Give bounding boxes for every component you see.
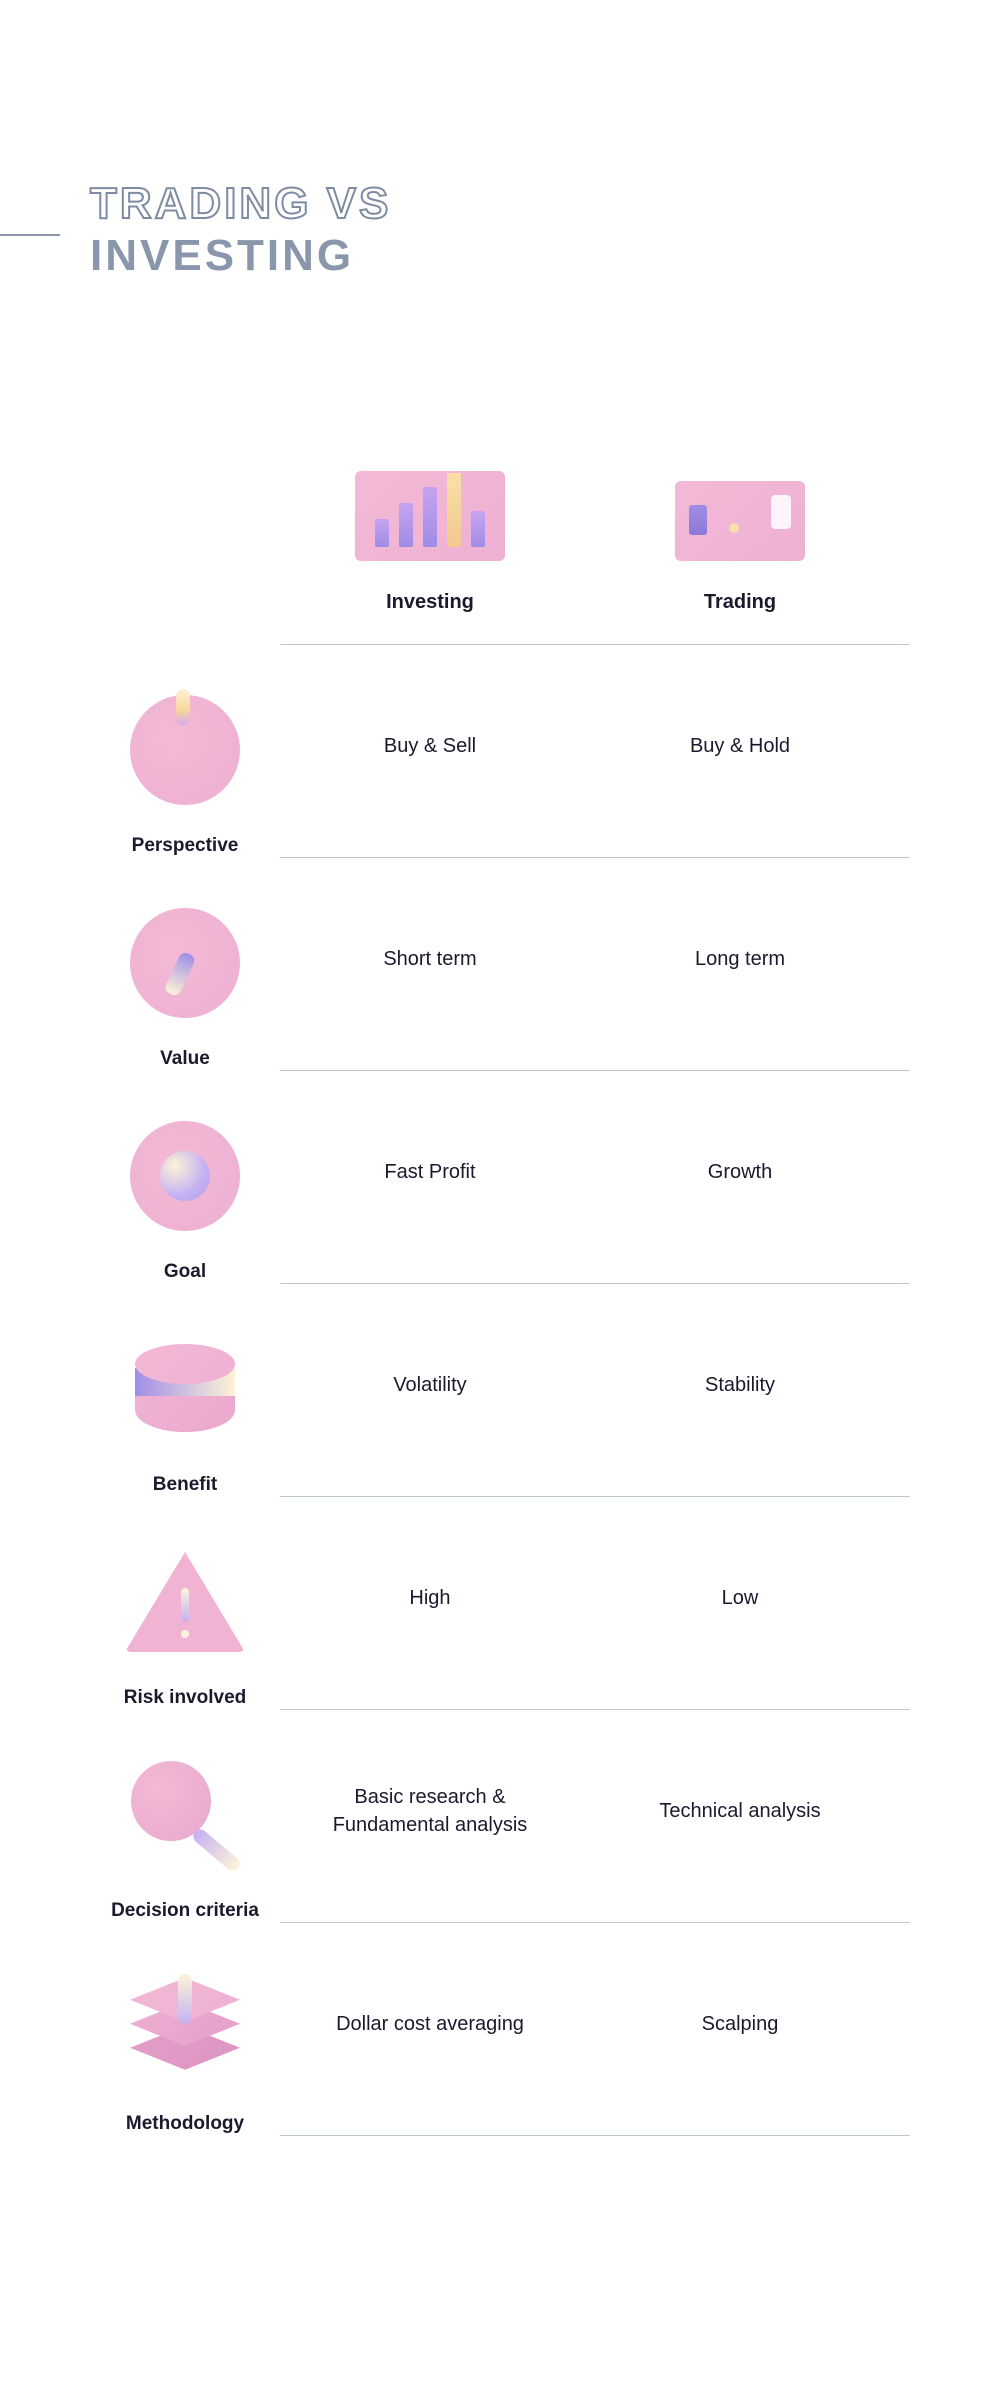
divider [280,1496,910,1497]
methodology-icon [130,1978,240,2078]
row-label-cell: Perspective [90,645,280,857]
row-label: Methodology [90,2113,280,2135]
row-label: Goal [90,1261,280,1283]
comparison-rows: PerspectiveBuy & SellBuy & HoldValueShor… [90,645,910,2136]
decision-criteria-icon [125,1755,245,1875]
comparison-row: PerspectiveBuy & SellBuy & Hold [90,645,910,857]
cell-trading: Buy & Hold [580,645,900,857]
cell-investing: Buy & Sell [280,645,580,857]
cell-trading: Low [580,1497,900,1709]
cell-investing: Fast Profit [280,1071,580,1283]
row-label: Decision criteria [90,1900,280,1922]
trading-card-icon [580,421,900,561]
row-label-cell: Risk involved [90,1497,280,1709]
cell-investing: Short term [280,858,580,1070]
divider [280,1709,910,1710]
divider [280,1070,910,1071]
divider [280,1283,910,1284]
benefit-icon [135,1344,235,1434]
row-label-cell: Value [90,858,280,1070]
cell-trading: Stability [580,1284,900,1496]
investing-chart-icon [280,421,580,561]
row-label: Value [90,1048,280,1070]
title-block: TRADING VS INVESTING [90,180,910,281]
cell-trading: Technical analysis [580,1710,900,1922]
goal-icon [130,1121,240,1231]
row-label: Risk involved [90,1687,280,1709]
infographic-container: TRADING VS INVESTING Investing Trading P… [0,0,1000,2236]
cell-trading: Scalping [580,1923,900,2135]
cell-trading: Long term [580,858,900,1070]
cell-investing: Basic research & Fundamental analysis [280,1710,580,1922]
cell-investing: Volatility [280,1284,580,1496]
comparison-row: Decision criteriaBasic research & Fundam… [90,1710,910,1922]
divider [280,857,910,858]
comparison-row: Risk involvedHighLow [90,1497,910,1709]
risk-icon [125,1552,245,1652]
row-label: Perspective [90,835,280,857]
cell-investing: High [280,1497,580,1709]
comparison-row: MethodologyDollar cost averagingScalping [90,1923,910,2135]
value-icon [130,908,240,1018]
row-label-cell: Goal [90,1071,280,1283]
perspective-icon [130,695,240,805]
row-label-cell: Benefit [90,1284,280,1496]
cell-investing: Dollar cost averaging [280,1923,580,2135]
row-label: Benefit [90,1474,280,1496]
divider [280,1922,910,1923]
title-line-2: INVESTING [90,232,910,280]
column-label-trading: Trading [580,591,900,614]
comparison-row: GoalFast ProfitGrowth [90,1071,910,1283]
title-dash-decor [0,234,60,236]
divider [280,2135,910,2136]
row-label-cell: Methodology [90,1923,280,2135]
column-label-investing: Investing [280,591,580,614]
column-header-row: Investing Trading [280,421,910,614]
cell-trading: Growth [580,1071,900,1283]
header-cell-investing: Investing [280,421,580,614]
comparison-row: BenefitVolatilityStability [90,1284,910,1496]
divider [280,644,910,645]
comparison-row: ValueShort termLong term [90,858,910,1070]
header-cell-trading: Trading [580,421,900,614]
row-label-cell: Decision criteria [90,1710,280,1922]
title-line-1: TRADING VS [90,180,910,228]
